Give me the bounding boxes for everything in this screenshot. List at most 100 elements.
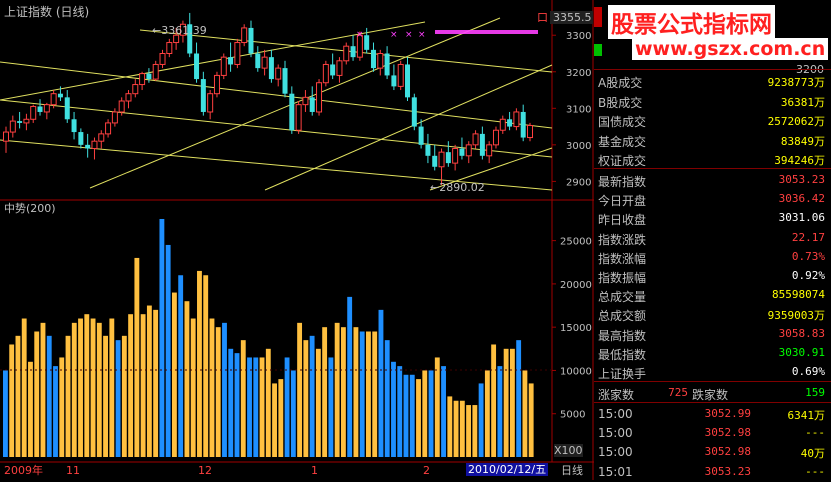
site-logo-url: www.gszx.com.cn [632, 38, 829, 60]
candle [527, 122, 533, 142]
volume-bar [309, 335, 315, 457]
candle [166, 38, 173, 58]
tick-price: 3052.98 [704, 426, 751, 440]
candle [486, 141, 493, 164]
volume-bar [503, 348, 509, 457]
candle [520, 104, 526, 142]
volume-row: 基金成交 83849万 [594, 129, 831, 150]
candle [17, 111, 23, 129]
volume-bar [340, 327, 346, 457]
quote-row: 最新指数 3053.23 [594, 169, 831, 190]
tick-row: 15:00 3052.98 --- [594, 422, 831, 443]
quote-row-label: 总成交额 [598, 309, 647, 324]
candle [452, 144, 459, 171]
candle [268, 49, 274, 83]
volume-bar [478, 383, 484, 457]
candle [37, 99, 43, 116]
volume-bar [71, 322, 77, 457]
candle [397, 60, 404, 91]
volume-bar [391, 361, 396, 457]
candle [405, 57, 411, 101]
close-box-icon[interactable]: 口 [537, 11, 548, 24]
unit-label: X100 [554, 444, 583, 457]
volume-row: 权证成交 394246万 [594, 148, 831, 169]
quote-row-value: 9359003万 [767, 309, 825, 323]
breadth-row: 涨家数 725 跌家数 159 [594, 382, 831, 403]
quote-row-value: 3058.83 [778, 326, 825, 340]
volume-bar [328, 357, 334, 457]
candle [255, 46, 261, 72]
volume-bar [78, 318, 83, 457]
volume-bar [96, 322, 102, 457]
volume-row-label: A股成交 [598, 76, 643, 90]
candle [275, 64, 282, 87]
volume-bar [384, 340, 390, 457]
volume-row-value: 2572062万 [767, 115, 825, 128]
candle [234, 38, 241, 69]
candle [64, 90, 70, 123]
period-tab[interactable]: 日线 [561, 464, 583, 477]
candle [499, 115, 506, 134]
volume-bar [422, 370, 428, 457]
candle [432, 144, 438, 171]
candle [3, 126, 9, 153]
volume-bar [497, 366, 503, 457]
candle [391, 64, 397, 91]
volume-bar [259, 357, 265, 457]
svg-text:×: × [405, 30, 413, 40]
volume-bar [146, 305, 152, 457]
tick-time: 15:00 [598, 426, 633, 441]
candle [50, 90, 57, 109]
logo-area: 股票公式指标网 www.gszx.com.cn 3200 [594, 0, 831, 76]
volume-bar [253, 357, 259, 457]
volume-bar [46, 335, 52, 457]
sub-y-axis: 25000 20000 15000 10000 5000 [552, 237, 592, 421]
mini-chart-red-marker [594, 7, 602, 27]
candle [187, 12, 193, 58]
volume-bar [134, 257, 140, 457]
quote-row-value: 3031.06 [778, 211, 825, 225]
volume-bar [128, 314, 134, 457]
y-tick-label: 3100 [566, 104, 591, 115]
price-readout-box: 3355.5 [550, 11, 593, 24]
volume-bar [491, 344, 497, 457]
y-tick-label: 3200 [566, 68, 591, 79]
candle [98, 130, 105, 149]
volume-bar [528, 383, 534, 457]
main-y-axis: 3300 3200 3100 3000 2900 [552, 31, 591, 188]
candle [9, 115, 16, 138]
volume-bar [265, 348, 271, 457]
indicator-title: 中势(200) [4, 202, 56, 215]
candle [465, 141, 472, 164]
tick-price: 3052.99 [704, 407, 751, 420]
volume-bar [165, 244, 171, 457]
quote-row: 今日开盘 3036.42 [594, 188, 831, 209]
volume-bar [322, 327, 328, 457]
volume-bar [466, 405, 472, 457]
quote-row-value: 0.73% [791, 249, 825, 263]
candle [425, 133, 431, 164]
volume-bar [84, 314, 90, 457]
volume-bar [509, 348, 515, 457]
candle [30, 104, 37, 123]
volume-bar [159, 218, 165, 457]
candle [364, 27, 370, 54]
quote-row-label: 今日开盘 [598, 194, 647, 209]
candle [111, 108, 118, 127]
tick-time: 15:01 [598, 464, 633, 479]
volume-bar [297, 322, 303, 457]
volume-bar [215, 327, 221, 457]
volume-bar [28, 361, 33, 457]
candle [241, 24, 248, 47]
y-tick-label: 2900 [566, 177, 591, 188]
volume-bar [403, 374, 409, 457]
quote-row: 最低指数 3030.91 [594, 342, 831, 363]
quote-row-label: 总成交量 [598, 290, 647, 305]
candle [295, 101, 302, 134]
down-count-label: 跌家数 [692, 388, 729, 402]
quote-row-value: 0.69% [791, 365, 825, 378]
candle [261, 49, 268, 76]
quote-row-label: 昨日收盘 [598, 213, 647, 228]
quote-row-label: 最高指数 [598, 328, 647, 343]
